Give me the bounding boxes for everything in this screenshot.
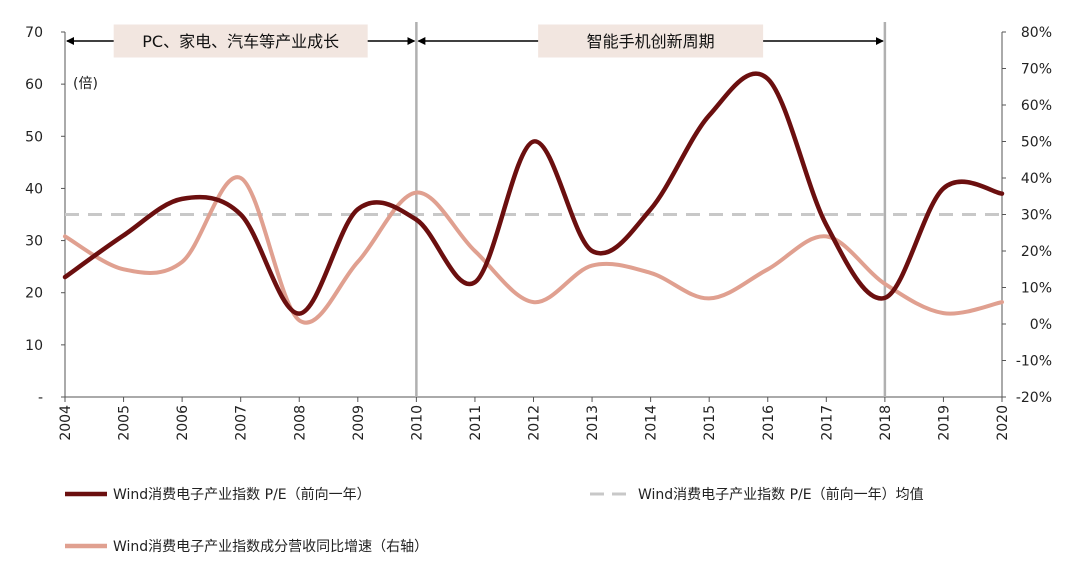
- right-tick-label: 70%: [1021, 62, 1052, 78]
- right-tick-label: 0%: [1030, 317, 1052, 333]
- x-tick-label: 2019: [936, 405, 952, 441]
- series-group: [62, 71, 1005, 325]
- left-tick-label: 40: [25, 181, 43, 197]
- legend: Wind消费电子产业指数 P/E（前向一年） Wind消费电子产业指数 P/E（前…: [65, 486, 924, 555]
- x-tick-label: 2013: [585, 405, 601, 441]
- x-tick-label: 2005: [117, 405, 133, 441]
- left-tick-label: 20: [25, 286, 43, 302]
- right-tick-label: 10%: [1021, 281, 1052, 297]
- x-tick-label: 2020: [995, 405, 1011, 441]
- x-tick-label: 2012: [527, 405, 543, 441]
- x-tick-label: 2006: [175, 405, 191, 441]
- x-tick-label: 2018: [878, 405, 894, 441]
- period-label-box: [113, 24, 368, 58]
- pe-series-line: [62, 71, 1005, 316]
- x-tick-label: 2004: [58, 405, 74, 441]
- legend-item-pe-mean-label: Wind消费电子产业指数 P/E（前向一年）均值: [638, 486, 924, 503]
- x-tick-label: 2016: [761, 405, 777, 441]
- period-label-box: [538, 24, 764, 58]
- left-tick-label: 10: [25, 338, 43, 354]
- legend-item-pe-label: Wind消费电子产业指数 P/E（前向一年）: [113, 486, 371, 503]
- left-tick-label: 30: [25, 234, 43, 250]
- left-tick-label: 50: [25, 129, 43, 145]
- y-unit-label: (倍): [73, 76, 98, 92]
- x-tick-label: 2011: [468, 405, 484, 441]
- right-tick-label: 40%: [1021, 171, 1052, 187]
- right-tick-label: -20%: [1016, 390, 1052, 406]
- x-tick-label: 2008: [292, 405, 308, 441]
- left-tick-label: 60: [25, 77, 43, 93]
- left-tick-label: -: [38, 390, 43, 406]
- vertical-markers: [415, 22, 887, 397]
- period-label: PC、家电、汽车等产业成长: [142, 32, 339, 51]
- right-tick-label: 30%: [1021, 208, 1052, 224]
- x-tick-label: 2017: [819, 405, 835, 441]
- annotations: PC、家电、汽车等产业成长 智能手机创新周期: [66, 24, 884, 58]
- x-tick-label: 2015: [702, 405, 718, 441]
- axes: - 10 20 30 40 50 60 70 -20% -10% 0% 10% 20% 30% 40% 50%…: [25, 25, 1052, 441]
- right-tick-label: 80%: [1021, 25, 1052, 41]
- right-tick-label: -10%: [1016, 354, 1052, 370]
- x-tick-label: 2007: [234, 405, 250, 441]
- right-tick-label: 20%: [1021, 244, 1052, 260]
- right-tick-label: 50%: [1021, 135, 1052, 151]
- left-tick-label: 70: [25, 25, 43, 41]
- revenue-growth-series-line: [63, 175, 1004, 325]
- period-label: 智能手机创新周期: [587, 32, 715, 51]
- x-tick-label: 2009: [351, 405, 367, 441]
- x-tick-label: 2010: [409, 405, 425, 441]
- x-tick-label: 2014: [644, 405, 660, 441]
- legend-item-revenue-growth-label: Wind消费电子产业指数成分营收同比增速（右轴）: [113, 539, 428, 555]
- right-tick-label: 60%: [1021, 98, 1052, 114]
